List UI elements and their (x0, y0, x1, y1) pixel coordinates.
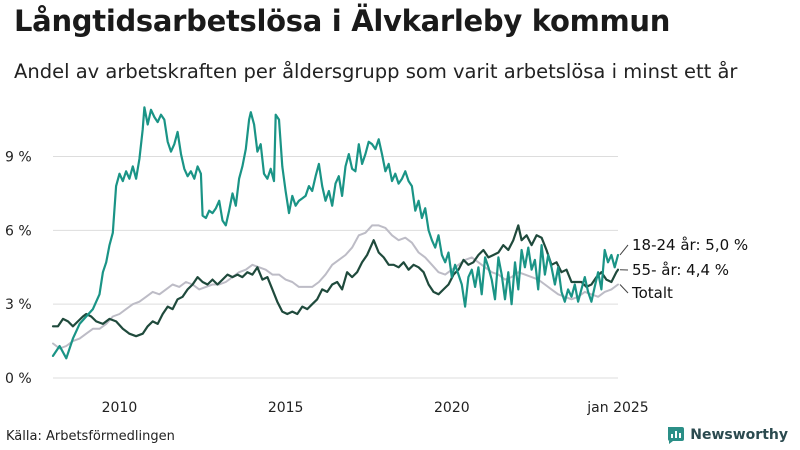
source-note: Källa: Arbetsförmedlingen (6, 429, 175, 444)
newsworthy-logo: Newsworthy (667, 426, 788, 444)
x-tick-label-3: jan 2025 (586, 400, 648, 416)
end-label-0: 18-24 år: 5,0 % (632, 236, 748, 254)
x-tick-label-0: 2010 (102, 400, 138, 416)
chart-subtitle: Andel av arbetskraften per åldersgrupp s… (14, 60, 738, 83)
end-label-2: Totalt (631, 284, 673, 302)
y-tick-label-3: 9 % (5, 150, 32, 166)
newsworthy-icon (668, 427, 685, 444)
chart-title: Långtidsarbetslösa i Älvkarleby kommun (14, 4, 671, 38)
x-tick-label-2: 2020 (434, 400, 470, 416)
end-label-leader-0 (619, 244, 629, 256)
y-tick-label-0: 0 % (5, 371, 32, 387)
brand-name: Newsworthy (690, 427, 788, 443)
x-tick-label-1: 2015 (268, 400, 304, 416)
series-line-1 (51, 224, 620, 338)
y-tick-label-1: 3 % (5, 297, 32, 313)
series-line-0 (51, 106, 620, 360)
y-tick-label-2: 6 % (5, 223, 32, 239)
end-label-1: 55- år: 4,4 % (632, 261, 729, 279)
end-label-leader-2 (619, 284, 629, 294)
series-line-2 (52, 224, 619, 350)
